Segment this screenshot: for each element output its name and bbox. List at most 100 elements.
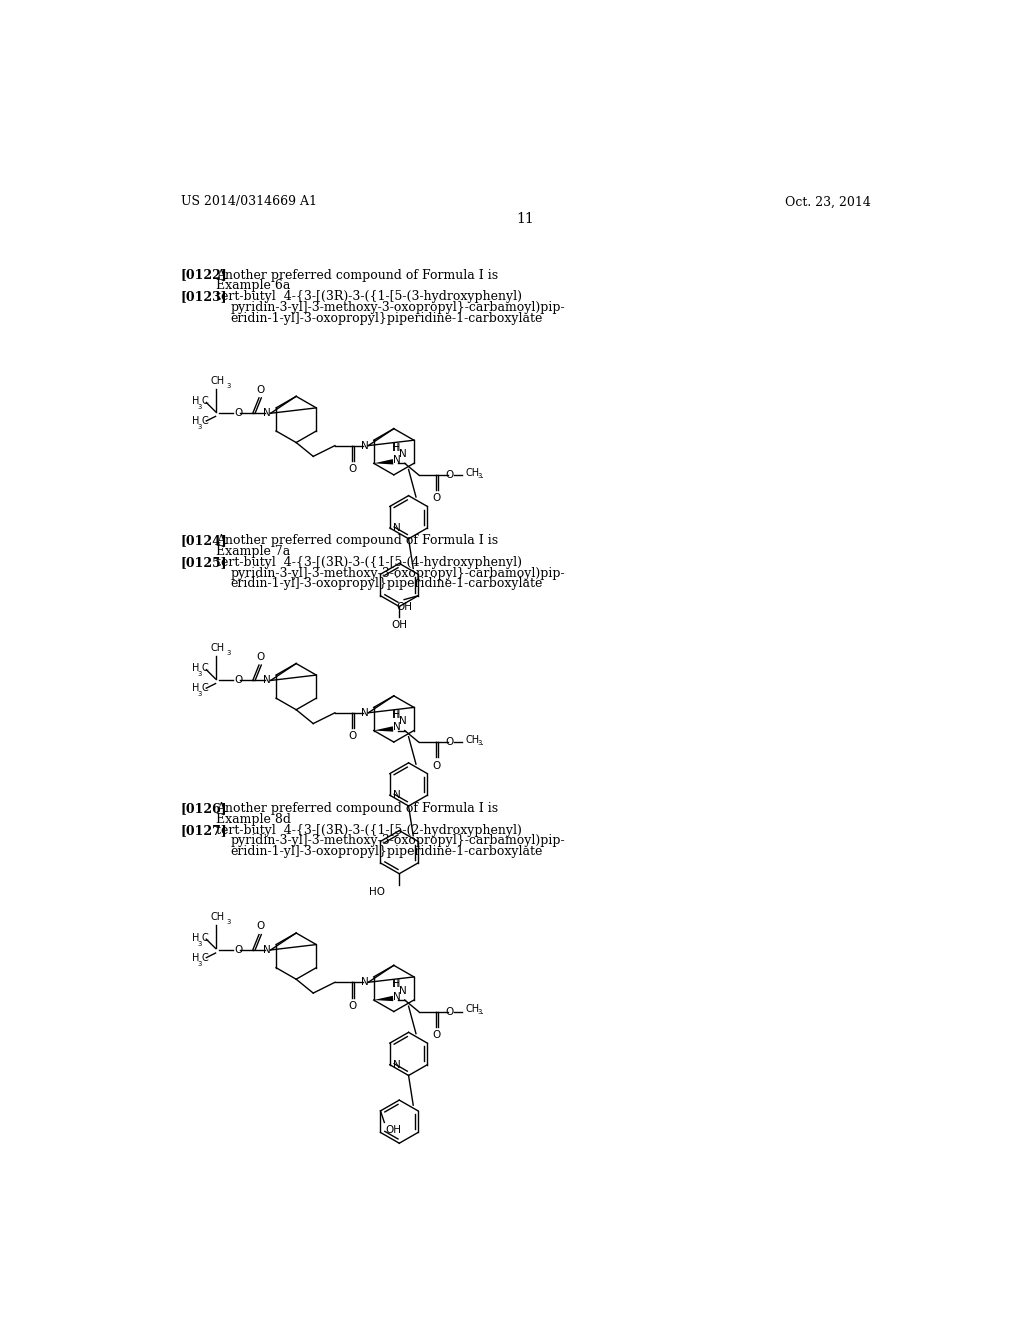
Text: HO: HO (370, 887, 385, 896)
Text: US 2014/0314669 A1: US 2014/0314669 A1 (180, 195, 316, 209)
Text: N: N (393, 1060, 400, 1069)
Text: eridin-1-yl]-3-oxopropyl}piperidine-1-carboxylate: eridin-1-yl]-3-oxopropyl}piperidine-1-ca… (230, 845, 543, 858)
Text: H: H (193, 684, 200, 693)
Text: N: N (263, 676, 270, 685)
Text: H: H (392, 979, 399, 989)
Text: N: N (360, 708, 369, 718)
Text: Example 8d: Example 8d (216, 813, 292, 826)
Text: tert-butyl  4-{3-[(3R)-3-({1-[5-(2-hydroxyphenyl): tert-butyl 4-{3-[(3R)-3-({1-[5-(2-hydrox… (216, 824, 522, 837)
Text: CH: CH (465, 467, 479, 478)
Text: 3: 3 (226, 649, 230, 656)
Text: O: O (432, 494, 440, 503)
Text: N: N (360, 977, 369, 987)
Text: H: H (193, 663, 200, 673)
Text: O: O (234, 945, 243, 954)
Polygon shape (374, 726, 393, 731)
Text: C: C (202, 684, 208, 693)
Text: H: H (393, 710, 400, 719)
Text: pyridin-3-yl]-3-methoxy-3-oxopropyl}-carbamoyl)pip-: pyridin-3-yl]-3-methoxy-3-oxopropyl}-car… (230, 566, 565, 579)
Text: C: C (202, 663, 208, 673)
Text: H: H (193, 933, 200, 942)
Text: 3: 3 (477, 739, 481, 746)
Text: 3: 3 (197, 671, 202, 677)
Text: 3: 3 (477, 1010, 481, 1015)
Text: O: O (256, 921, 264, 932)
Text: 3: 3 (226, 919, 230, 925)
Text: N: N (360, 441, 369, 450)
Text: O: O (445, 1007, 454, 1016)
Text: Example 6a: Example 6a (216, 280, 291, 292)
Text: N: N (393, 455, 400, 465)
Text: O: O (432, 1030, 440, 1040)
Text: [0123]: [0123] (180, 290, 227, 304)
Text: Example 7a: Example 7a (216, 545, 291, 558)
Text: 3: 3 (197, 692, 202, 697)
Text: H: H (393, 979, 400, 989)
Text: O: O (348, 731, 357, 742)
Text: N: N (393, 722, 400, 733)
Text: [0125]: [0125] (180, 556, 227, 569)
Text: H: H (392, 442, 399, 453)
Text: Another preferred compound of Formula I is: Another preferred compound of Formula I … (216, 535, 499, 548)
Text: C: C (202, 416, 208, 426)
Text: .: . (480, 1005, 484, 1018)
Text: eridin-1-yl]-3-oxopropyl}piperidine-1-carboxylate: eridin-1-yl]-3-oxopropyl}piperidine-1-ca… (230, 577, 543, 590)
Text: Oct. 23, 2014: Oct. 23, 2014 (784, 195, 870, 209)
Text: OH: OH (391, 620, 408, 631)
Text: C: C (202, 396, 208, 407)
Text: N: N (263, 408, 270, 418)
Text: OH: OH (385, 1125, 401, 1135)
Text: O: O (348, 465, 357, 474)
Polygon shape (374, 995, 393, 1001)
Text: 3: 3 (197, 404, 202, 411)
Text: O: O (234, 408, 243, 418)
Text: O: O (256, 652, 264, 663)
Text: N: N (399, 986, 407, 995)
Text: pyridin-3-yl]-3-methoxy-3-oxopropyl}-carbamoyl)pip-: pyridin-3-yl]-3-methoxy-3-oxopropyl}-car… (230, 834, 565, 847)
Text: .: . (480, 467, 484, 480)
Text: Another preferred compound of Formula I is: Another preferred compound of Formula I … (216, 268, 499, 281)
Text: C: C (202, 933, 208, 942)
Text: CH: CH (465, 1005, 479, 1014)
Text: 3: 3 (197, 961, 202, 966)
Text: [0127]: [0127] (180, 824, 227, 837)
Text: 3: 3 (197, 424, 202, 430)
Text: [0126]: [0126] (180, 803, 227, 816)
Text: H: H (193, 416, 200, 426)
Text: CH: CH (210, 376, 224, 385)
Text: pyridin-3-yl]-3-methoxy-3-oxopropyl}-carbamoyl)pip-: pyridin-3-yl]-3-methoxy-3-oxopropyl}-car… (230, 301, 565, 314)
Text: N: N (393, 791, 400, 800)
Text: .: . (480, 735, 484, 748)
Text: Another preferred compound of Formula I is: Another preferred compound of Formula I … (216, 803, 499, 816)
Text: H: H (392, 710, 399, 719)
Text: O: O (256, 385, 264, 395)
Text: H: H (193, 396, 200, 407)
Text: O: O (445, 737, 454, 747)
Polygon shape (374, 459, 393, 465)
Text: O: O (432, 760, 440, 771)
Text: H: H (193, 953, 200, 962)
Text: C: C (202, 953, 208, 962)
Text: eridin-1-yl]-3-oxopropyl}piperidine-1-carboxylate: eridin-1-yl]-3-oxopropyl}piperidine-1-ca… (230, 312, 543, 325)
Text: tert-butyl  4-{3-[(3R)-3-({1-[5-(4-hydroxyphenyl): tert-butyl 4-{3-[(3R)-3-({1-[5-(4-hydrox… (216, 556, 522, 569)
Text: O: O (348, 1001, 357, 1011)
Text: N: N (263, 945, 270, 954)
Text: H: H (393, 442, 400, 453)
Text: 3: 3 (197, 941, 202, 946)
Text: N: N (393, 523, 400, 533)
Text: O: O (445, 470, 454, 480)
Text: CH: CH (465, 735, 479, 744)
Text: OH: OH (396, 602, 412, 612)
Text: N: N (399, 717, 407, 726)
Text: 11: 11 (516, 213, 534, 226)
Text: [0124]: [0124] (180, 535, 227, 548)
Text: CH: CH (210, 643, 224, 653)
Text: O: O (234, 676, 243, 685)
Text: tert-butyl  4-{3-[(3R)-3-({1-[5-(3-hydroxyphenyl): tert-butyl 4-{3-[(3R)-3-({1-[5-(3-hydrox… (216, 290, 522, 304)
Text: 3: 3 (226, 383, 230, 388)
Text: CH: CH (210, 912, 224, 923)
Text: N: N (393, 991, 400, 1002)
Text: 3: 3 (477, 473, 481, 479)
Text: N: N (399, 449, 407, 459)
Text: [0122]: [0122] (180, 268, 227, 281)
